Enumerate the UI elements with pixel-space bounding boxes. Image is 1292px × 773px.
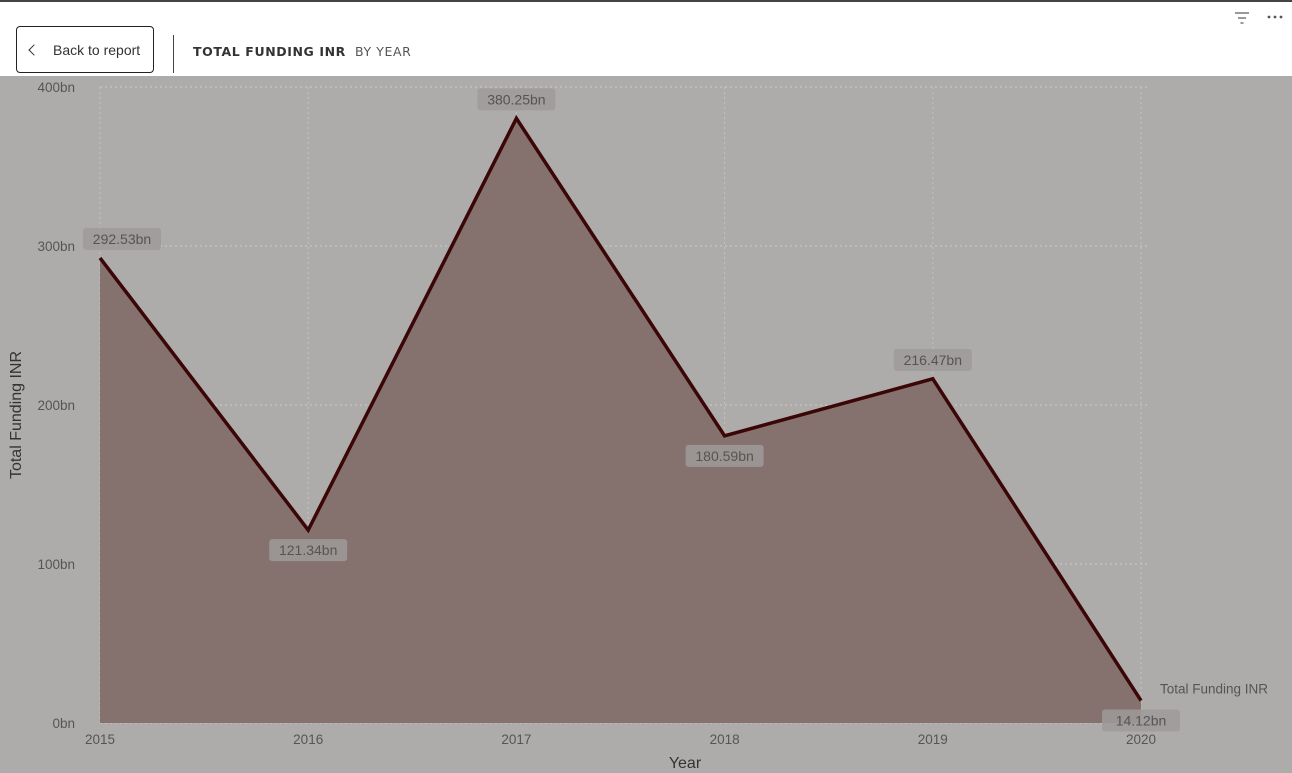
more-options-icon[interactable]	[1266, 11, 1284, 23]
y-axis-ticks: 0bn 100bn 200bn 300bn 400bn	[37, 80, 75, 731]
y-axis-title: Total Funding INR	[8, 351, 25, 479]
data-label: 121.34bn	[279, 542, 337, 558]
data-label: 380.25bn	[487, 91, 545, 107]
data-label: 216.47bn	[904, 352, 962, 368]
y-tick-label: 100bn	[37, 557, 75, 572]
data-label: 14.12bn	[1116, 713, 1167, 729]
x-tick-label: 2016	[293, 732, 323, 747]
chevron-left-icon	[27, 45, 37, 55]
data-label-box	[83, 227, 161, 250]
back-to-report-button[interactable]: Back to report	[16, 26, 154, 73]
data-label: 292.53bn	[93, 231, 151, 247]
series-line[interactable]	[98, 114, 1143, 702]
data-label: 180.59bn	[695, 448, 753, 464]
back-to-report-label: Back to report	[53, 41, 141, 58]
y-tick-label: 300bn	[37, 239, 75, 254]
x-axis-ticks: 2015 2016 2017 2018 2019 2020	[85, 732, 1156, 747]
filter-icon[interactable]	[1233, 10, 1251, 26]
focus-mode-header: Back to report TOTAL FUNDING INR BY YEAR	[0, 2, 1292, 76]
x-tick-label: 2019	[918, 732, 948, 747]
y-tick-label: 0bn	[52, 716, 75, 731]
x-axis-title: Year	[669, 755, 702, 772]
visual-subtitle: BY YEAR	[355, 44, 412, 59]
data-label-box	[685, 444, 764, 467]
top-border	[0, 0, 1292, 2]
data-label-box	[477, 88, 556, 111]
x-tick-label: 2018	[710, 732, 740, 747]
data-label-box	[1102, 709, 1180, 732]
data-labels: 292.53bn 121.34bn 380.25bn 180.59bn 216.47bn…	[83, 88, 1180, 732]
x-tick-label: 2015	[85, 732, 115, 747]
y-tick-label: 200bn	[37, 398, 75, 413]
x-tick-label: 2017	[501, 732, 531, 747]
header-divider	[173, 35, 174, 73]
series-area	[100, 118, 1141, 724]
area-chart: 0bn 100bn 200bn 300bn 400bn 2015 2016 2017 2018…	[8, 80, 1268, 772]
series-end-label: Total Funding INR	[1160, 682, 1268, 697]
data-label-box	[893, 348, 972, 371]
x-tick-label: 2020	[1126, 732, 1156, 747]
data-label-box	[269, 539, 348, 562]
visual-title: TOTAL FUNDING INR	[193, 44, 346, 59]
y-tick-label: 400bn	[37, 80, 75, 95]
